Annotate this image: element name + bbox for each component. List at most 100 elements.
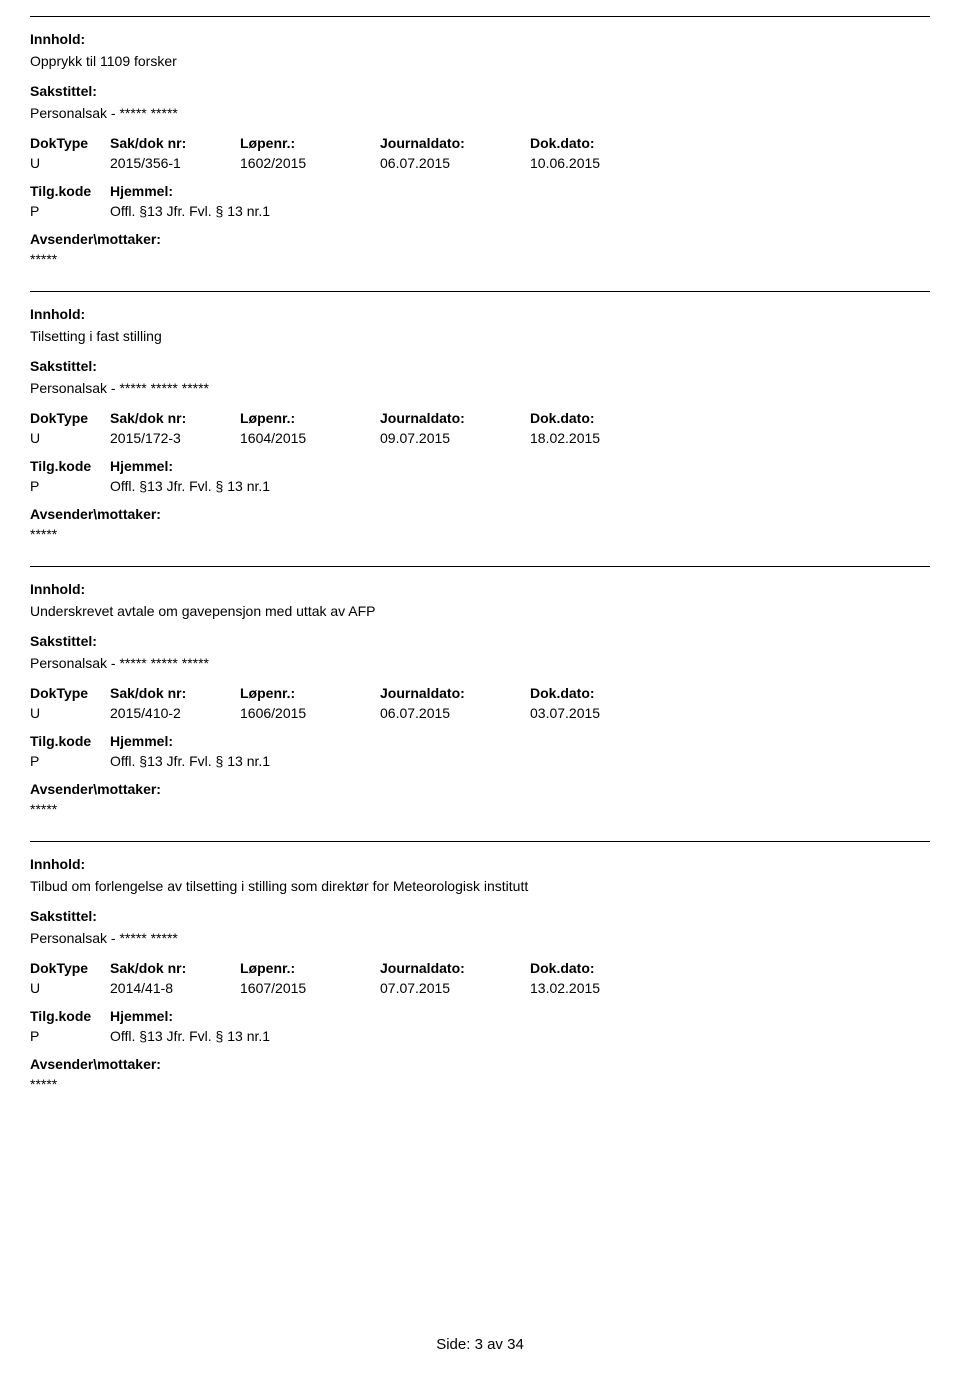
avsender-value: ***** bbox=[30, 1076, 930, 1092]
sakstittel-label: Sakstittel: bbox=[30, 358, 930, 374]
page-footer: Side: 3 av 34 bbox=[30, 1336, 930, 1353]
val-lopenr: 1602/2015 bbox=[240, 155, 380, 171]
val-lopenr: 1607/2015 bbox=[240, 980, 380, 996]
val-dokdato: 03.07.2015 bbox=[530, 705, 670, 721]
val-lopenr: 1604/2015 bbox=[240, 430, 380, 446]
col-tilgkode: Tilg.kode bbox=[30, 1008, 110, 1024]
col-sakdok: Sak/dok nr: bbox=[110, 685, 240, 701]
col-sakdok: Sak/dok nr: bbox=[110, 135, 240, 151]
val-dokdato: 13.02.2015 bbox=[530, 980, 670, 996]
val-hjemmel: Offl. §13 Jfr. Fvl. § 13 nr.1 bbox=[110, 753, 930, 769]
tilg-row: P Offl. §13 Jfr. Fvl. § 13 nr.1 bbox=[30, 753, 930, 769]
val-tilgkode: P bbox=[30, 753, 110, 769]
innhold-label: Innhold: bbox=[30, 31, 930, 47]
val-hjemmel: Offl. §13 Jfr. Fvl. § 13 nr.1 bbox=[110, 478, 930, 494]
col-dokdato: Dok.dato: bbox=[530, 685, 670, 701]
val-lopenr: 1606/2015 bbox=[240, 705, 380, 721]
val-hjemmel: Offl. §13 Jfr. Fvl. § 13 nr.1 bbox=[110, 203, 930, 219]
col-lopenr: Løpenr.: bbox=[240, 135, 380, 151]
col-dokdato: Dok.dato: bbox=[530, 135, 670, 151]
val-tilgkode: P bbox=[30, 1028, 110, 1044]
avsender-label: Avsender\mottaker: bbox=[30, 1056, 930, 1072]
tilg-header: Tilg.kode Hjemmel: bbox=[30, 183, 930, 199]
col-tilgkode: Tilg.kode bbox=[30, 183, 110, 199]
col-sakdok: Sak/dok nr: bbox=[110, 410, 240, 426]
tilg-header: Tilg.kode Hjemmel: bbox=[30, 1008, 930, 1024]
val-hjemmel: Offl. §13 Jfr. Fvl. § 13 nr.1 bbox=[110, 1028, 930, 1044]
col-hjemmel: Hjemmel: bbox=[110, 458, 930, 474]
sakstittel-value: Personalsak - ***** ***** ***** bbox=[30, 380, 930, 396]
avsender-label: Avsender\mottaker: bbox=[30, 781, 930, 797]
innhold-label: Innhold: bbox=[30, 306, 930, 322]
table-row: U 2015/410-2 1606/2015 06.07.2015 03.07.… bbox=[30, 705, 930, 721]
avsender-label: Avsender\mottaker: bbox=[30, 506, 930, 522]
journal-entry: Innhold: Opprykk til 1109 forsker Saksti… bbox=[30, 16, 930, 291]
val-doktype: U bbox=[30, 155, 110, 171]
avsender-value: ***** bbox=[30, 526, 930, 542]
col-doktype: DokType bbox=[30, 685, 110, 701]
avsender-value: ***** bbox=[30, 251, 930, 267]
innhold-value: Tilbud om forlengelse av tilsetting i st… bbox=[30, 878, 930, 894]
journal-entry: Innhold: Underskrevet avtale om gavepens… bbox=[30, 566, 930, 841]
avsender-label: Avsender\mottaker: bbox=[30, 231, 930, 247]
col-hjemmel: Hjemmel: bbox=[110, 183, 930, 199]
innhold-value: Underskrevet avtale om gavepensjon med u… bbox=[30, 603, 930, 619]
col-tilgkode: Tilg.kode bbox=[30, 733, 110, 749]
innhold-label: Innhold: bbox=[30, 856, 930, 872]
val-doktype: U bbox=[30, 980, 110, 996]
table-header: DokType Sak/dok nr: Løpenr.: Journaldato… bbox=[30, 135, 930, 151]
val-journaldato: 07.07.2015 bbox=[380, 980, 530, 996]
val-tilgkode: P bbox=[30, 203, 110, 219]
col-hjemmel: Hjemmel: bbox=[110, 733, 930, 749]
table-row: U 2015/172-3 1604/2015 09.07.2015 18.02.… bbox=[30, 430, 930, 446]
table-header: DokType Sak/dok nr: Løpenr.: Journaldato… bbox=[30, 960, 930, 976]
table-header: DokType Sak/dok nr: Løpenr.: Journaldato… bbox=[30, 685, 930, 701]
sakstittel-value: Personalsak - ***** ***** bbox=[30, 105, 930, 121]
tilg-row: P Offl. §13 Jfr. Fvl. § 13 nr.1 bbox=[30, 478, 930, 494]
val-journaldato: 09.07.2015 bbox=[380, 430, 530, 446]
journal-entry: Innhold: Tilbud om forlengelse av tilset… bbox=[30, 841, 930, 1116]
col-tilgkode: Tilg.kode bbox=[30, 458, 110, 474]
val-journaldato: 06.07.2015 bbox=[380, 705, 530, 721]
tilg-row: P Offl. §13 Jfr. Fvl. § 13 nr.1 bbox=[30, 1028, 930, 1044]
table-row: U 2014/41-8 1607/2015 07.07.2015 13.02.2… bbox=[30, 980, 930, 996]
table-header: DokType Sak/dok nr: Løpenr.: Journaldato… bbox=[30, 410, 930, 426]
tilg-header: Tilg.kode Hjemmel: bbox=[30, 458, 930, 474]
journal-entry: Innhold: Tilsetting i fast stilling Saks… bbox=[30, 291, 930, 566]
val-sakdok: 2014/41-8 bbox=[110, 980, 240, 996]
val-sakdok: 2015/410-2 bbox=[110, 705, 240, 721]
col-journaldato: Journaldato: bbox=[380, 685, 530, 701]
col-dokdato: Dok.dato: bbox=[530, 410, 670, 426]
val-doktype: U bbox=[30, 430, 110, 446]
table-row: U 2015/356-1 1602/2015 06.07.2015 10.06.… bbox=[30, 155, 930, 171]
val-sakdok: 2015/356-1 bbox=[110, 155, 240, 171]
innhold-value: Tilsetting i fast stilling bbox=[30, 328, 930, 344]
col-lopenr: Løpenr.: bbox=[240, 410, 380, 426]
col-journaldato: Journaldato: bbox=[380, 135, 530, 151]
sakstittel-value: Personalsak - ***** ***** ***** bbox=[30, 655, 930, 671]
col-lopenr: Løpenr.: bbox=[240, 960, 380, 976]
sakstittel-label: Sakstittel: bbox=[30, 908, 930, 924]
col-lopenr: Løpenr.: bbox=[240, 685, 380, 701]
val-doktype: U bbox=[30, 705, 110, 721]
col-journaldato: Journaldato: bbox=[380, 410, 530, 426]
innhold-label: Innhold: bbox=[30, 581, 930, 597]
innhold-value: Opprykk til 1109 forsker bbox=[30, 53, 930, 69]
val-tilgkode: P bbox=[30, 478, 110, 494]
col-sakdok: Sak/dok nr: bbox=[110, 960, 240, 976]
sakstittel-label: Sakstittel: bbox=[30, 633, 930, 649]
val-dokdato: 10.06.2015 bbox=[530, 155, 670, 171]
sakstittel-value: Personalsak - ***** ***** bbox=[30, 930, 930, 946]
col-doktype: DokType bbox=[30, 135, 110, 151]
col-journaldato: Journaldato: bbox=[380, 960, 530, 976]
val-dokdato: 18.02.2015 bbox=[530, 430, 670, 446]
val-sakdok: 2015/172-3 bbox=[110, 430, 240, 446]
col-hjemmel: Hjemmel: bbox=[110, 1008, 930, 1024]
avsender-value: ***** bbox=[30, 801, 930, 817]
tilg-header: Tilg.kode Hjemmel: bbox=[30, 733, 930, 749]
sakstittel-label: Sakstittel: bbox=[30, 83, 930, 99]
col-doktype: DokType bbox=[30, 960, 110, 976]
tilg-row: P Offl. §13 Jfr. Fvl. § 13 nr.1 bbox=[30, 203, 930, 219]
col-dokdato: Dok.dato: bbox=[530, 960, 670, 976]
col-doktype: DokType bbox=[30, 410, 110, 426]
